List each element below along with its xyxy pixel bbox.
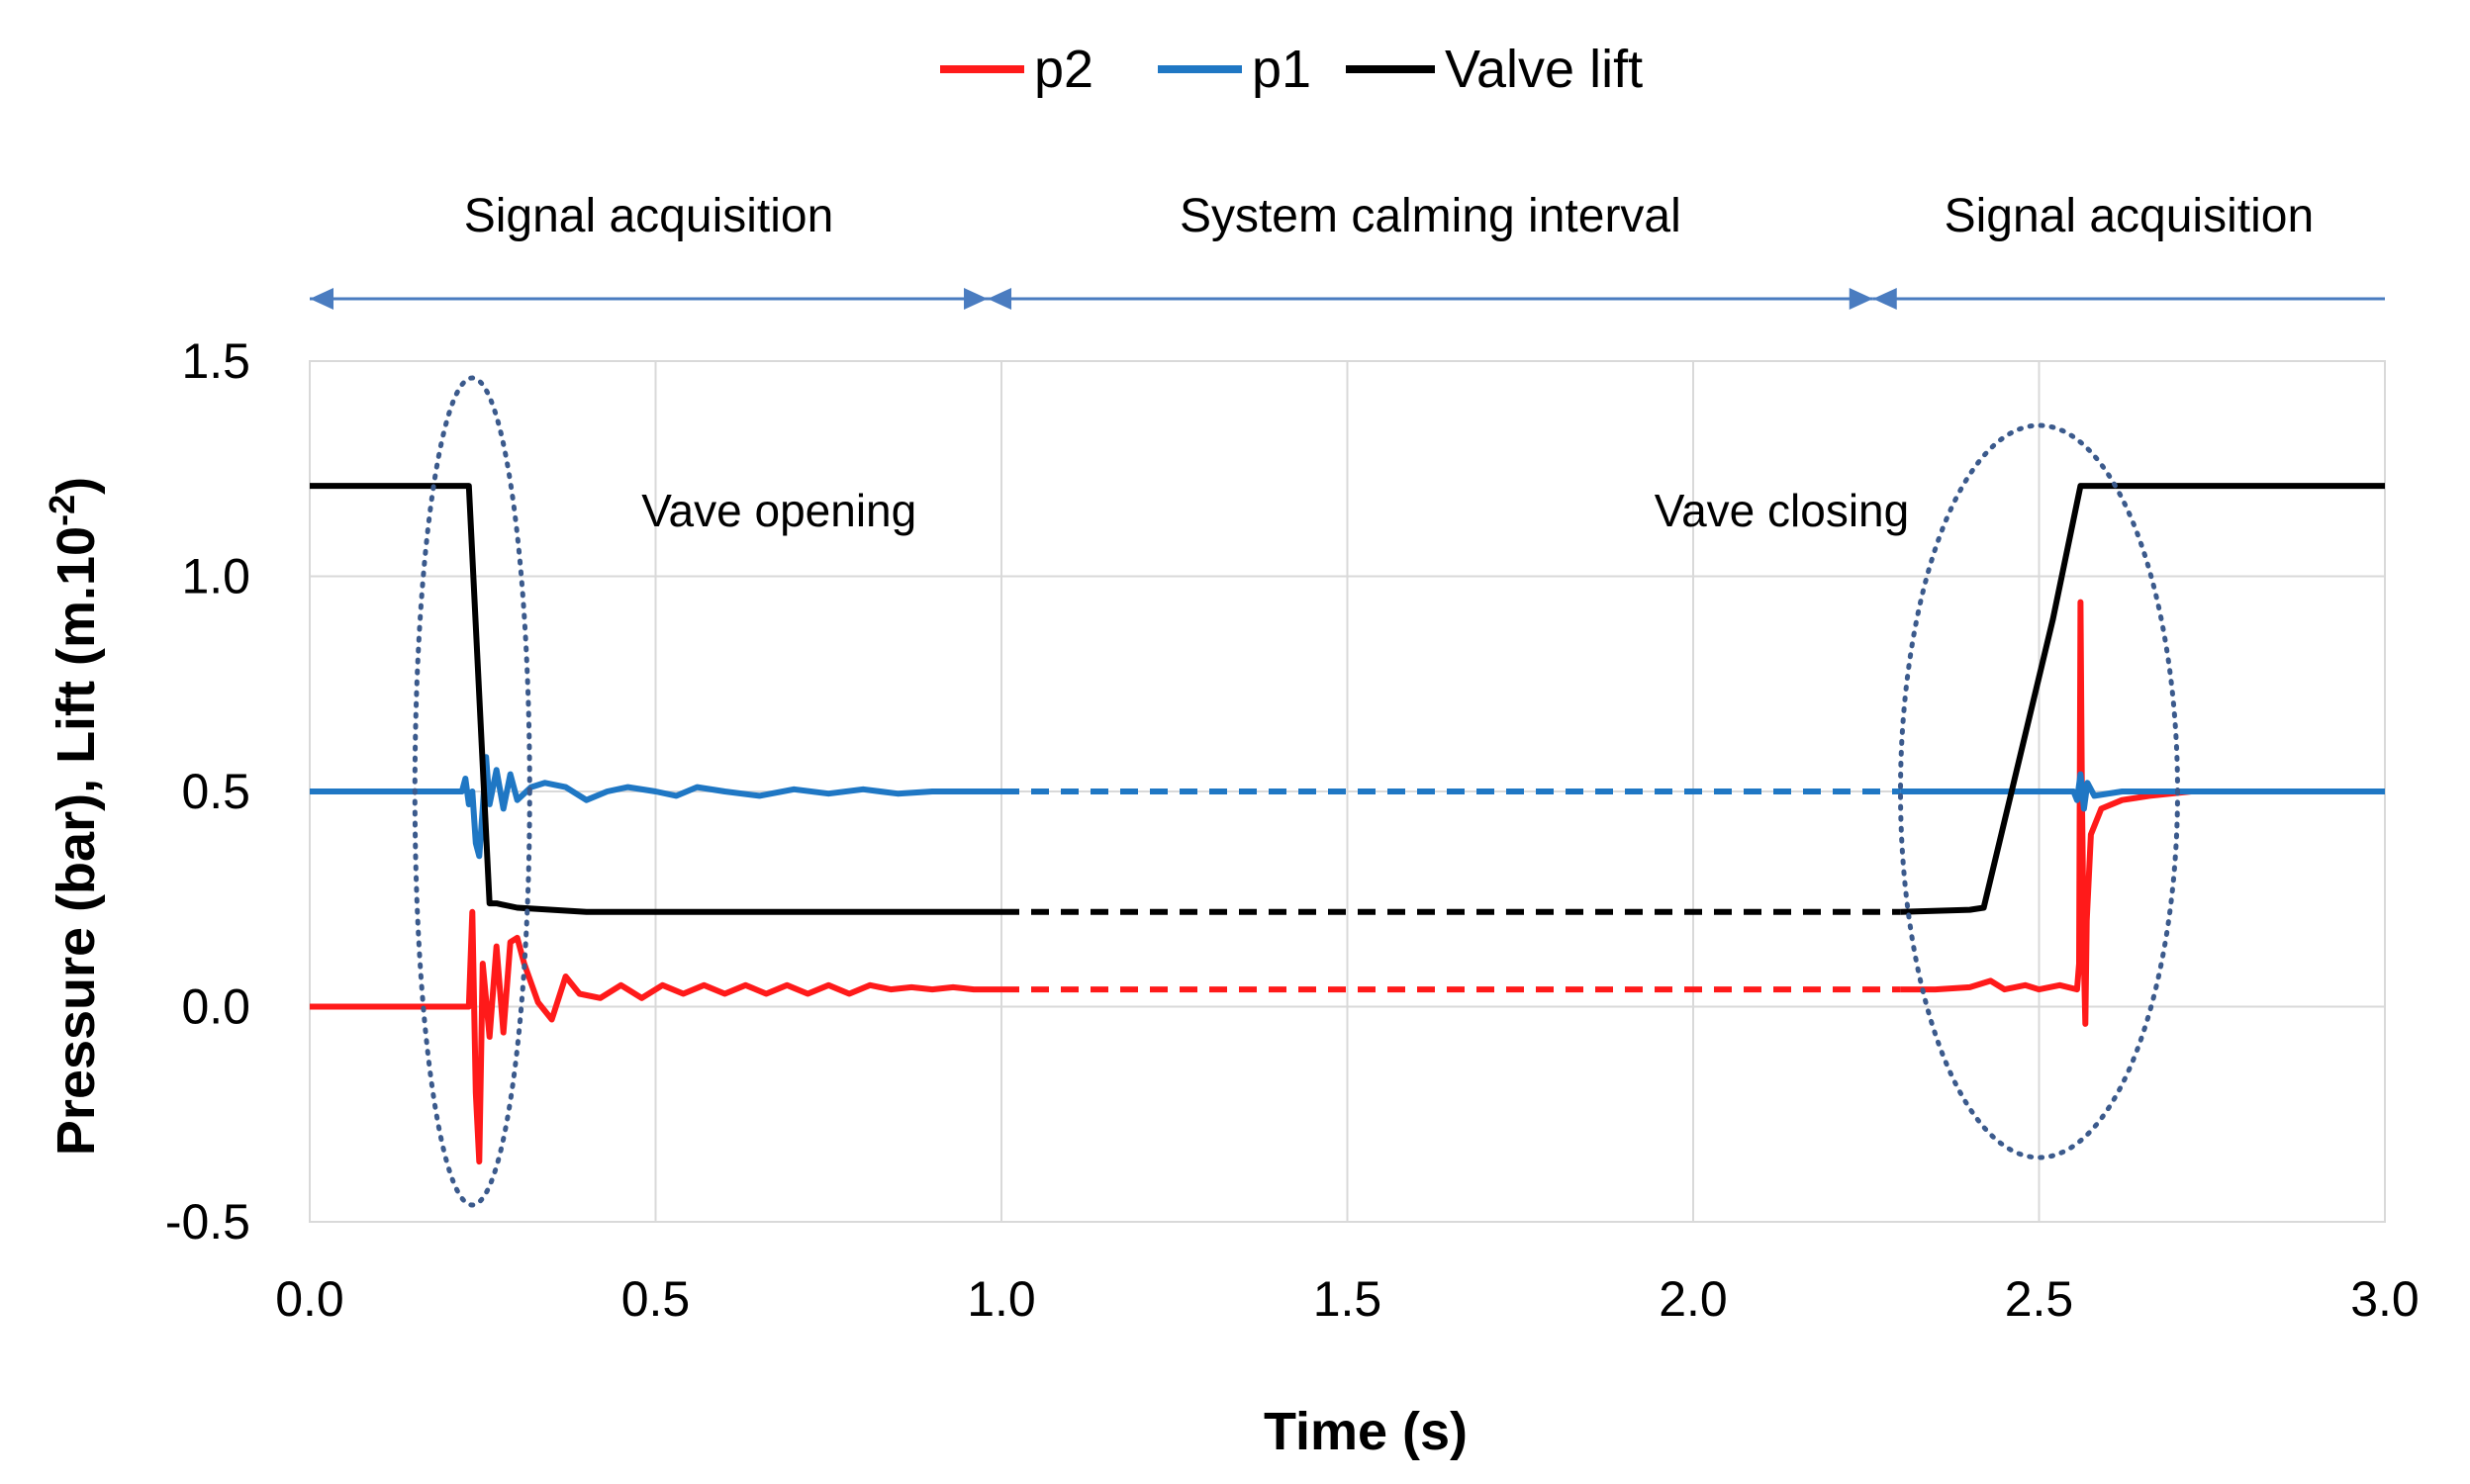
legend: p2 p1 Valve lift <box>940 40 1643 99</box>
x-tick-label: 2.0 <box>1659 1271 1728 1327</box>
event-ellipses: Vave opening Vave closing <box>412 375 2180 1208</box>
legend-label-p1: p1 <box>1252 40 1311 99</box>
arrow-head <box>964 288 989 310</box>
legend-label-p2: p2 <box>1034 40 1093 99</box>
y-tick-label: 1.5 <box>181 333 250 389</box>
series-line-end-valve-lift <box>1900 483 2385 915</box>
axes: 0.0 0.5 1.0 1.5 2.0 2.5 3.0 -0.5 0.0 0.5 1.0 1.5 <box>165 333 2420 1327</box>
x-tick-label: 2.5 <box>2005 1271 2074 1327</box>
y-axis-title-main: Pressure (bar), Lift (m.10 <box>47 526 106 1156</box>
x-tick-label: 0.5 <box>621 1271 691 1327</box>
x-tick-label: 0.0 <box>275 1271 344 1327</box>
arrow-head <box>1849 288 1873 310</box>
event-label-opening: Vave opening <box>641 485 916 536</box>
phase-label: System calming interval <box>1180 190 1681 242</box>
series-p1 <box>310 754 2385 860</box>
closing-ellipse <box>1898 422 2180 1160</box>
y-tick-label: 0.5 <box>181 764 250 819</box>
series-line-end-p2 <box>1900 599 2385 1027</box>
x-tick-label: 3.0 <box>2350 1271 2420 1327</box>
arrow-head <box>988 288 1012 310</box>
series-line-end-p1 <box>1900 771 2385 812</box>
y-tick-label: 0.0 <box>181 979 250 1035</box>
event-label-closing: Vave closing <box>1655 485 1909 536</box>
y-axis-title-suffix: ) <box>47 477 106 495</box>
y-tick-label: 1.0 <box>181 549 250 604</box>
phase-label: Signal acquisition <box>464 190 834 242</box>
phase-label: Signal acquisition <box>1945 190 2315 242</box>
series-line-p2 <box>310 908 1001 1165</box>
opening-ellipse <box>412 375 532 1208</box>
series-line-valve-lift <box>310 483 1001 915</box>
series-lines <box>310 483 2385 1165</box>
arrow-head <box>310 288 333 310</box>
y-axis-title-superscript: -2 <box>42 495 82 526</box>
x-axis-title: Time (s) <box>1264 1402 1468 1461</box>
series-line-p1 <box>310 754 1001 860</box>
legend-label-valve-lift: Valve lift <box>1445 40 1643 99</box>
x-tick-label: 1.5 <box>1313 1271 1382 1327</box>
y-axis-title: Pressure (bar), Lift (m.10-2) <box>42 477 106 1156</box>
arrow-head <box>1872 288 1897 310</box>
series-valve-lift <box>310 483 2385 915</box>
y-tick-label: -0.5 <box>165 1194 250 1250</box>
x-tick-label: 1.0 <box>967 1271 1036 1327</box>
phase-annotations: Signal acquisition System calming interva… <box>310 190 2385 310</box>
